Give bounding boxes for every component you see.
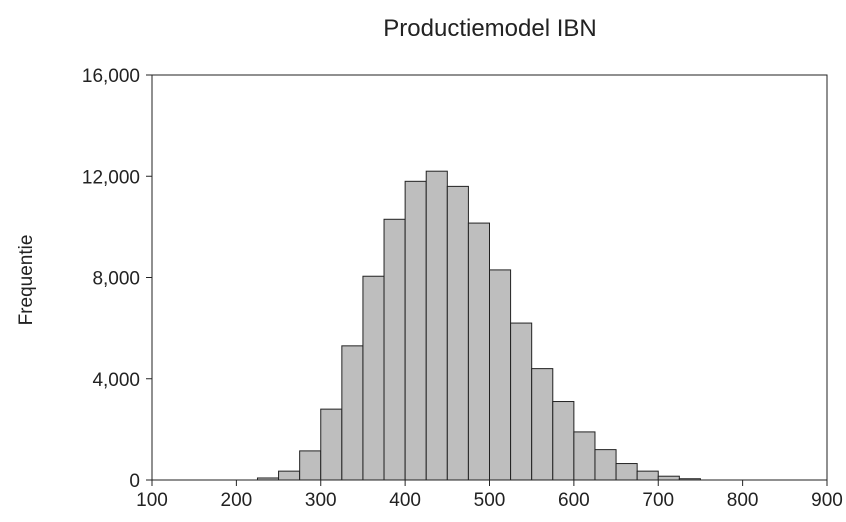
- histogram-bars: [256, 170, 701, 481]
- histogram-bar: [320, 408, 343, 481]
- x-tick-label: 600: [558, 490, 590, 511]
- x-tick-label: 400: [389, 490, 421, 511]
- histogram-bar: [404, 180, 427, 481]
- y-tick-label: 4,000: [92, 370, 140, 391]
- histogram-bar: [594, 449, 617, 481]
- y-tick-label: 0: [129, 471, 140, 492]
- histogram-bar: [383, 218, 406, 481]
- y-axis-label: Frequentie: [16, 235, 37, 326]
- histogram-bar: [615, 463, 638, 481]
- histogram-bar: [341, 345, 364, 481]
- histogram-bar: [510, 322, 533, 481]
- histogram-bar: [552, 401, 575, 481]
- histogram-bar: [467, 222, 490, 481]
- x-tick-label: 100: [136, 490, 168, 511]
- y-axis: 0 4,000 8,000 12,000 16,000: [82, 66, 152, 492]
- histogram-bar: [531, 368, 554, 481]
- histogram-bar: [636, 470, 659, 481]
- x-tick-label: 700: [642, 490, 674, 511]
- histogram-bar: [362, 275, 385, 481]
- histogram-bar: [446, 185, 469, 481]
- histogram-bar: [573, 431, 596, 481]
- histogram-bar: [278, 470, 301, 481]
- y-tick-label: 12,000: [82, 167, 140, 188]
- chart-title: Productiemodel IBN: [383, 15, 596, 42]
- y-tick-label: 8,000: [92, 269, 140, 290]
- histogram-bar: [425, 170, 448, 481]
- x-tick-label: 500: [474, 490, 506, 511]
- histogram-bar: [299, 450, 322, 481]
- x-tick-label: 200: [221, 490, 253, 511]
- histogram-bar: [489, 269, 512, 481]
- y-tick-label: 16,000: [82, 66, 140, 87]
- x-tick-label: 800: [727, 490, 759, 511]
- x-tick-label: 300: [305, 490, 337, 511]
- histogram-bar: [657, 475, 680, 481]
- x-tick-label: 900: [811, 490, 843, 511]
- x-axis: 100 200 300 400 500 600 700 800 900: [136, 480, 843, 511]
